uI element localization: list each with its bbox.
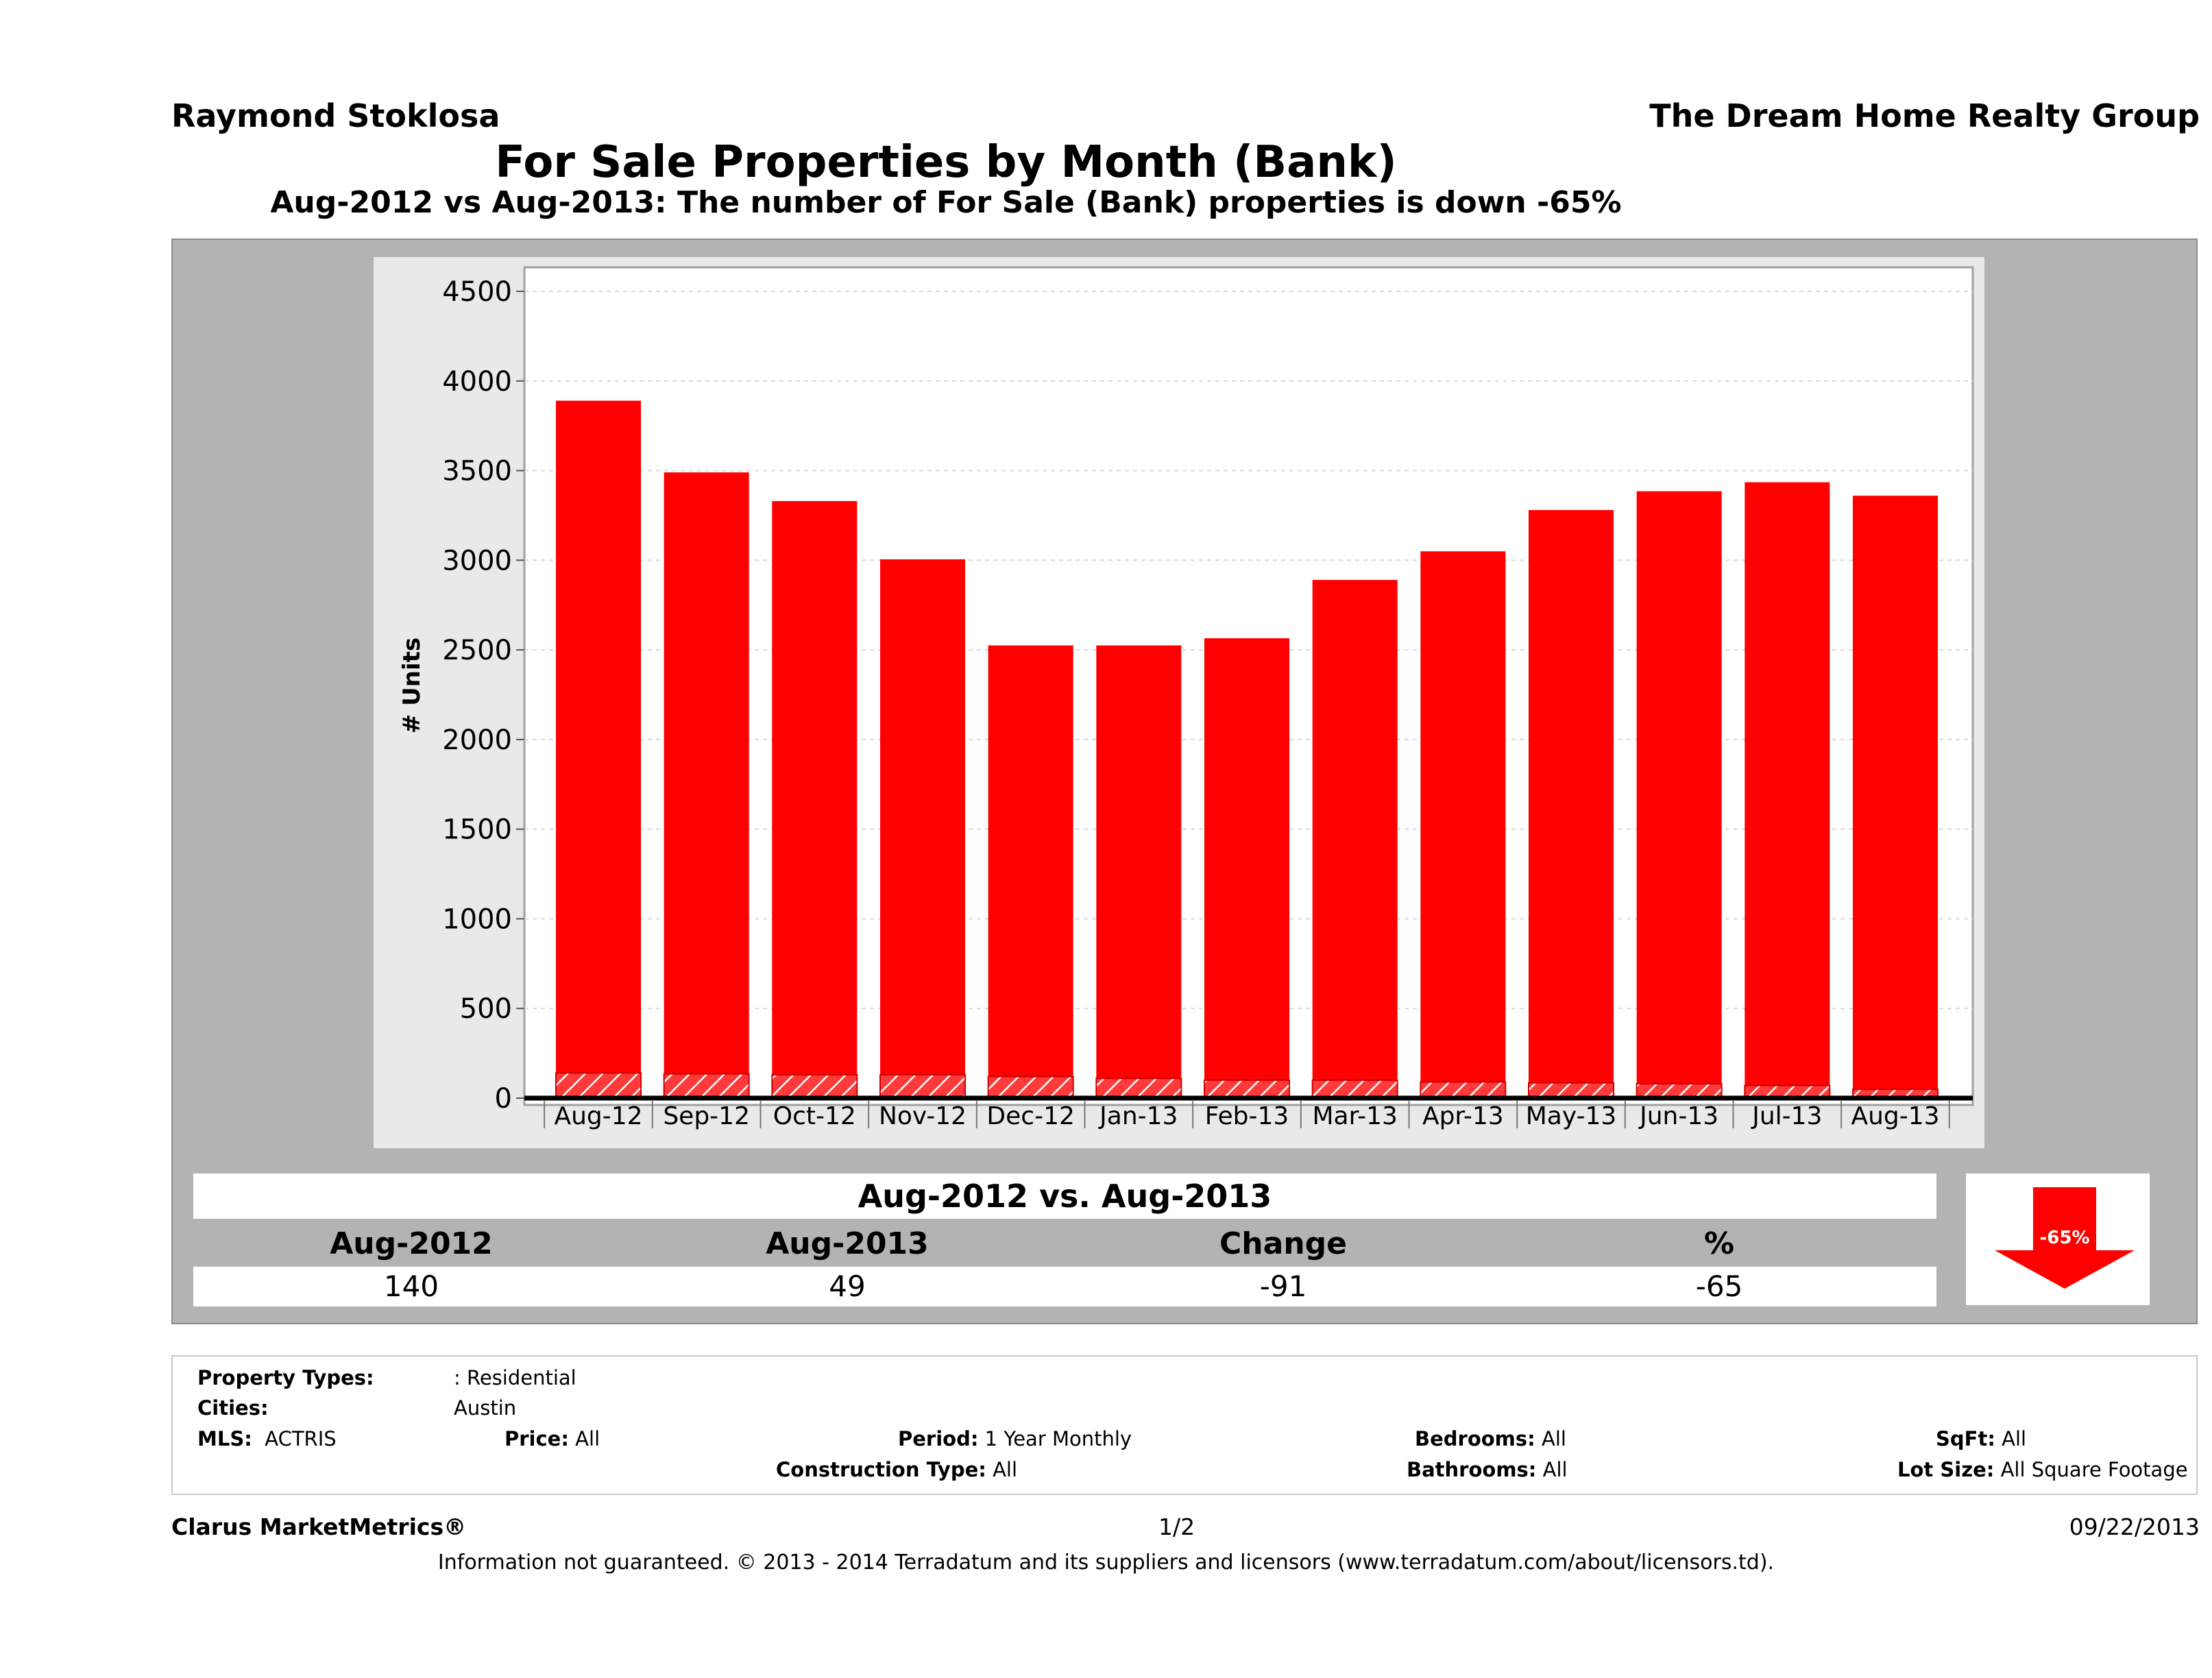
x-tick-label: Mar-13 [1312,1102,1397,1130]
bar-segment-mar-13 [1311,1079,1398,1099]
bar-sep-12 [664,472,749,1098]
search-criteria: Property Types: : Residential Cities: Au… [171,1355,2198,1495]
header-aug-2013: Aug-2013 [766,1226,929,1261]
down-arrow-icon: -65% [1995,1187,2135,1289]
criteria-construction-type: Construction Type: All [776,1458,1018,1481]
header-percent: % [1703,1226,1735,1261]
value-percent: -65 [1695,1269,1743,1303]
footer-brand: Clarus MarketMetrics® [171,1513,467,1540]
agent-name: Raymond Stoklosa [171,97,500,134]
criteria-property-types: Property Types: [197,1366,374,1389]
y-tick-label: 4500 [442,276,512,308]
company-name: The Dream Home Realty Group [1649,97,2200,134]
x-tick-label: May-13 [1526,1102,1617,1130]
y-tick-label: 3000 [442,545,512,576]
comparison-header-row: Aug-2012 Aug-2013 Change % [193,1223,1936,1265]
y-tick-label: 2000 [442,725,512,756]
bar-segment-dec-12 [987,1075,1074,1099]
bar-aug-12 [556,400,641,1098]
bar-segment-jan-13 [1095,1078,1182,1099]
bar-nov-12 [880,559,965,1098]
footer-disclaimer: Information not guaranteed. © 2013 - 201… [437,1551,1775,1574]
x-tick-label: Nov-12 [879,1102,967,1130]
criteria-period: Period: 1 Year Monthly [898,1427,1132,1450]
y-tick-label: 500 [460,993,512,1025]
bar-segment-feb-13 [1204,1079,1290,1099]
criteria-sqft: SqFt: All [1936,1427,2027,1450]
change-badge: -65% [2039,1228,2089,1248]
x-tick-label: Oct-12 [773,1102,856,1130]
bar-jan-13 [1096,645,1182,1098]
y-axis-label: # Units [398,637,426,733]
y-tick-label: 1000 [442,903,512,935]
x-tick-label: Apr-13 [1422,1102,1504,1130]
bar-apr-13 [1420,551,1506,1098]
y-tick-label: 1500 [442,814,512,846]
header-aug-2012: Aug-2012 [330,1226,493,1261]
y-tick-label: 4000 [442,366,512,398]
footer-date: 09/22/2013 [2069,1513,2200,1540]
x-tick-label: Jan-13 [1098,1102,1178,1130]
bar-dec-12 [988,645,1073,1098]
criteria-bedrooms: Bedrooms: All [1415,1427,1566,1450]
y-tick-label: 2500 [442,635,512,666]
x-tick-label: Jul-13 [1751,1102,1822,1130]
header-change: Change [1219,1226,1347,1261]
bar-feb-13 [1204,638,1289,1098]
change-indicator: -65% [1966,1174,2150,1305]
bar-segment-apr-13 [1420,1081,1507,1099]
y-tick-label: 3500 [442,456,512,487]
chart-title: For Sale Properties by Month (Bank) [495,137,1397,188]
criteria-mls: MLS: ACTRIS [197,1427,337,1450]
value-aug-2013: 49 [829,1269,866,1303]
bar-jul-13 [1745,482,1830,1098]
x-tick-label: Feb-13 [1205,1102,1289,1130]
x-tick-label: Aug-13 [1851,1102,1939,1130]
bar-oct-12 [772,501,858,1098]
criteria-property-types-value: : Residential [454,1366,576,1389]
bar-may-13 [1529,510,1614,1098]
bar-segment-nov-12 [879,1073,966,1099]
footer-page-number: 1/2 [1158,1513,1195,1540]
bar-aug-13 [1853,496,1938,1098]
criteria-price: Price: All [505,1427,600,1450]
comparison-title: Aug-2012 vs. Aug-2013 [193,1174,1936,1219]
bar-mar-13 [1312,580,1398,1098]
criteria-cities-value: Austin [454,1396,517,1420]
criteria-lot-size: Lot Size: All Square Footage [1897,1458,2188,1481]
y-tick-label: 0 [495,1083,512,1115]
criteria-bathrooms: Bathrooms: All [1407,1458,1568,1481]
x-tick-label: Dec-12 [986,1102,1074,1130]
x-tick-label: Jun-13 [1638,1102,1718,1130]
chart-subtitle: Aug-2012 vs Aug-2013: The number of For … [270,185,1622,220]
criteria-cities: Cities: [197,1396,269,1420]
bar-segment-sep-12 [663,1073,750,1099]
comparison-value-row: 140 49 -91 -65 [193,1267,1936,1306]
bar-segment-oct-12 [771,1073,858,1099]
bar-jun-13 [1636,491,1722,1098]
value-aug-2012: 140 [383,1269,439,1303]
x-tick-label: Sep-12 [663,1102,750,1130]
x-tick-label: Aug-12 [554,1102,642,1130]
value-change: -91 [1259,1269,1307,1303]
bar-segment-aug-12 [555,1072,642,1099]
